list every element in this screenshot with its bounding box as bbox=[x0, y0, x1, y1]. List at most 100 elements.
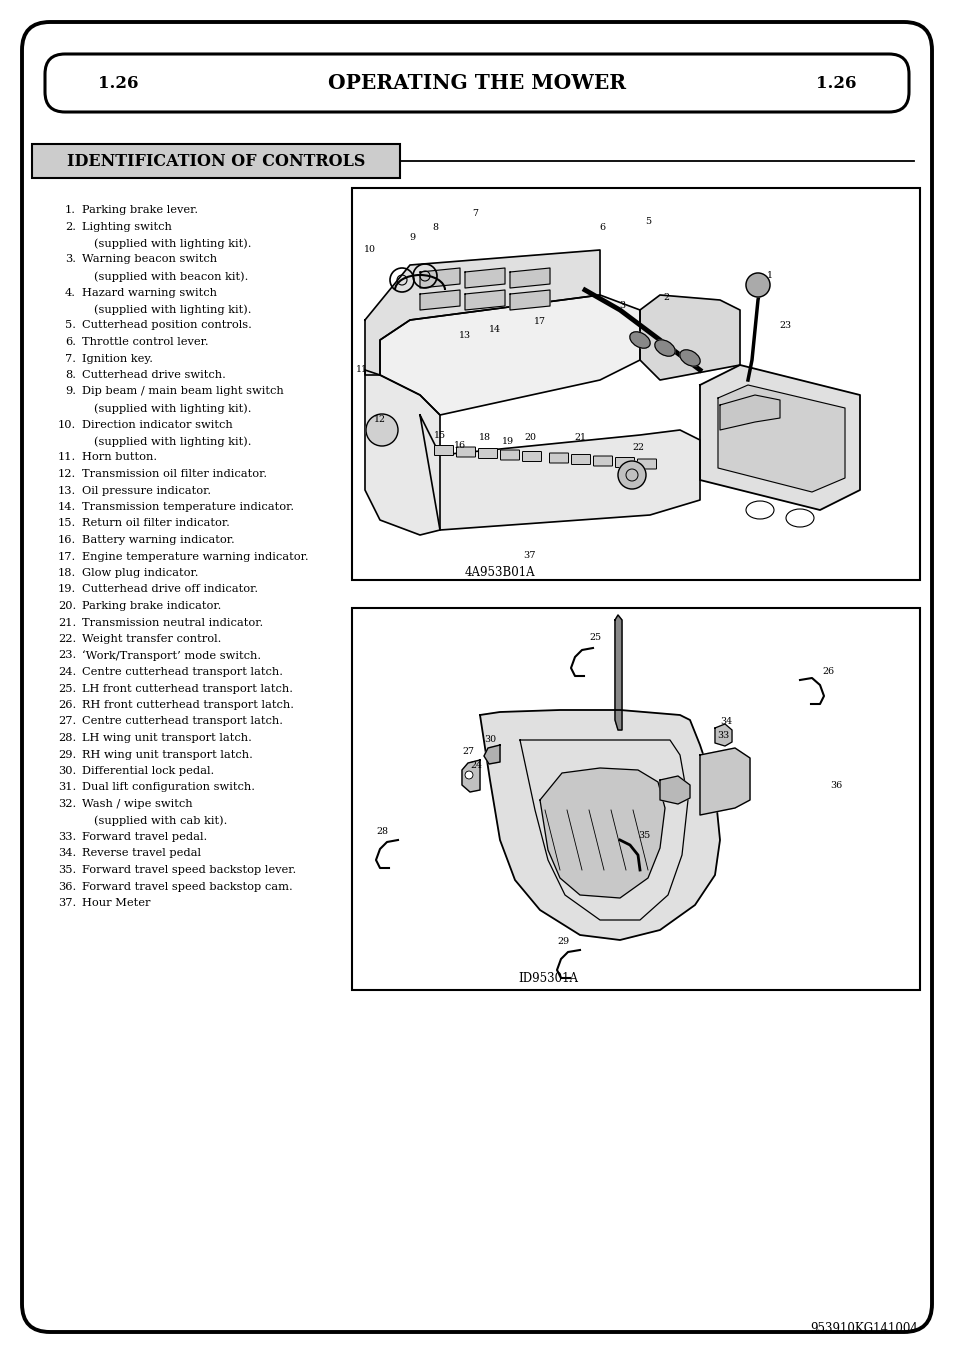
Text: 16.: 16. bbox=[58, 535, 76, 545]
Text: Transmission neutral indicator.: Transmission neutral indicator. bbox=[82, 617, 263, 628]
Text: Return oil filter indicator.: Return oil filter indicator. bbox=[82, 518, 230, 528]
Text: Throttle control lever.: Throttle control lever. bbox=[82, 338, 209, 347]
Text: 24: 24 bbox=[470, 761, 481, 771]
Text: Forward travel speed backstop lever.: Forward travel speed backstop lever. bbox=[82, 865, 296, 875]
Text: Dual lift configuration switch.: Dual lift configuration switch. bbox=[82, 783, 254, 792]
Text: 6.: 6. bbox=[65, 338, 76, 347]
Polygon shape bbox=[510, 269, 550, 288]
Text: IDENTIFICATION OF CONTROLS: IDENTIFICATION OF CONTROLS bbox=[67, 153, 365, 170]
Polygon shape bbox=[419, 290, 459, 310]
Polygon shape bbox=[539, 768, 664, 898]
Text: 21.: 21. bbox=[58, 617, 76, 628]
Text: 29: 29 bbox=[557, 937, 569, 946]
Text: 18: 18 bbox=[478, 433, 491, 443]
Text: 34: 34 bbox=[720, 717, 731, 726]
Bar bbox=[352, 608, 919, 990]
Text: Cutterhead drive switch.: Cutterhead drive switch. bbox=[82, 370, 226, 379]
Text: 37.: 37. bbox=[58, 898, 76, 909]
Text: 36: 36 bbox=[829, 780, 841, 790]
Text: 17: 17 bbox=[534, 317, 545, 327]
Text: 5.: 5. bbox=[65, 320, 76, 331]
Text: 12: 12 bbox=[374, 416, 386, 424]
Text: Reverse travel pedal: Reverse travel pedal bbox=[82, 849, 201, 859]
Polygon shape bbox=[464, 290, 504, 310]
Text: (supplied with beacon kit).: (supplied with beacon kit). bbox=[94, 271, 248, 282]
Text: 34.: 34. bbox=[58, 849, 76, 859]
Polygon shape bbox=[419, 269, 459, 288]
Text: LH front cutterhead transport latch.: LH front cutterhead transport latch. bbox=[82, 683, 293, 694]
Text: 25: 25 bbox=[588, 633, 600, 641]
Text: 7: 7 bbox=[472, 208, 477, 217]
FancyBboxPatch shape bbox=[593, 456, 612, 466]
Text: 21: 21 bbox=[574, 433, 585, 443]
Text: RH wing unit transport latch.: RH wing unit transport latch. bbox=[82, 749, 253, 760]
FancyBboxPatch shape bbox=[637, 459, 656, 468]
Text: 23: 23 bbox=[778, 320, 790, 329]
Polygon shape bbox=[464, 269, 504, 288]
Text: 30.: 30. bbox=[58, 765, 76, 776]
Text: 33.: 33. bbox=[58, 832, 76, 842]
Text: 33: 33 bbox=[716, 730, 728, 740]
FancyBboxPatch shape bbox=[478, 448, 497, 459]
Text: Cutterhead drive off indicator.: Cutterhead drive off indicator. bbox=[82, 585, 258, 594]
Text: 12.: 12. bbox=[58, 468, 76, 479]
Text: 36.: 36. bbox=[58, 882, 76, 891]
Ellipse shape bbox=[679, 350, 700, 366]
Ellipse shape bbox=[629, 332, 649, 348]
Text: 32.: 32. bbox=[58, 799, 76, 809]
Polygon shape bbox=[720, 396, 780, 431]
Polygon shape bbox=[714, 724, 731, 747]
Text: Engine temperature warning indicator.: Engine temperature warning indicator. bbox=[82, 552, 309, 562]
Text: 1.26: 1.26 bbox=[815, 74, 856, 92]
Text: 16: 16 bbox=[454, 440, 466, 450]
Polygon shape bbox=[419, 414, 700, 531]
Text: 28.: 28. bbox=[58, 733, 76, 743]
Text: Horn button.: Horn button. bbox=[82, 452, 157, 463]
Circle shape bbox=[745, 273, 769, 297]
FancyBboxPatch shape bbox=[571, 455, 590, 464]
Text: Parking brake lever.: Parking brake lever. bbox=[82, 205, 198, 215]
Text: 20.: 20. bbox=[58, 601, 76, 612]
Text: 29.: 29. bbox=[58, 749, 76, 760]
Text: Transmission oil filter indicator.: Transmission oil filter indicator. bbox=[82, 468, 267, 479]
Bar bbox=[32, 144, 399, 178]
Text: Wash / wipe switch: Wash / wipe switch bbox=[82, 799, 193, 809]
FancyBboxPatch shape bbox=[456, 447, 475, 458]
Text: 4A953B01A: 4A953B01A bbox=[464, 566, 535, 579]
Text: 31.: 31. bbox=[58, 783, 76, 792]
Text: 3: 3 bbox=[618, 301, 624, 309]
Text: 30: 30 bbox=[483, 736, 496, 744]
Text: 26: 26 bbox=[821, 667, 833, 676]
Text: Transmission temperature indicator.: Transmission temperature indicator. bbox=[82, 502, 294, 512]
Text: (supplied with lighting kit).: (supplied with lighting kit). bbox=[94, 304, 252, 315]
FancyBboxPatch shape bbox=[615, 458, 634, 467]
Text: ID95301A: ID95301A bbox=[517, 972, 578, 984]
Text: 9.: 9. bbox=[65, 386, 76, 397]
Text: 1: 1 bbox=[766, 270, 772, 279]
Text: 35.: 35. bbox=[58, 865, 76, 875]
FancyBboxPatch shape bbox=[45, 54, 908, 112]
Text: (supplied with cab kit).: (supplied with cab kit). bbox=[94, 815, 227, 826]
Text: 17.: 17. bbox=[58, 552, 76, 562]
Text: Cutterhead position controls.: Cutterhead position controls. bbox=[82, 320, 252, 331]
Text: 14: 14 bbox=[489, 325, 500, 335]
Circle shape bbox=[618, 460, 645, 489]
Text: 13.: 13. bbox=[58, 486, 76, 495]
Polygon shape bbox=[639, 296, 740, 379]
Text: 4.: 4. bbox=[65, 288, 76, 297]
Text: 8.: 8. bbox=[65, 370, 76, 379]
FancyBboxPatch shape bbox=[434, 446, 453, 455]
Text: OPERATING THE MOWER: OPERATING THE MOWER bbox=[328, 73, 625, 93]
Text: Ignition key.: Ignition key. bbox=[82, 354, 152, 363]
Text: 1.: 1. bbox=[65, 205, 76, 215]
Polygon shape bbox=[365, 250, 599, 375]
Text: (supplied with lighting kit).: (supplied with lighting kit). bbox=[94, 436, 252, 447]
Polygon shape bbox=[659, 776, 689, 805]
Text: LH wing unit transport latch.: LH wing unit transport latch. bbox=[82, 733, 252, 743]
Polygon shape bbox=[700, 364, 859, 510]
Text: 15: 15 bbox=[434, 431, 446, 440]
Text: Glow plug indicator.: Glow plug indicator. bbox=[82, 568, 198, 578]
Text: 26.: 26. bbox=[58, 701, 76, 710]
Polygon shape bbox=[718, 385, 844, 491]
Text: ‘Work/Transport’ mode switch.: ‘Work/Transport’ mode switch. bbox=[82, 651, 261, 661]
